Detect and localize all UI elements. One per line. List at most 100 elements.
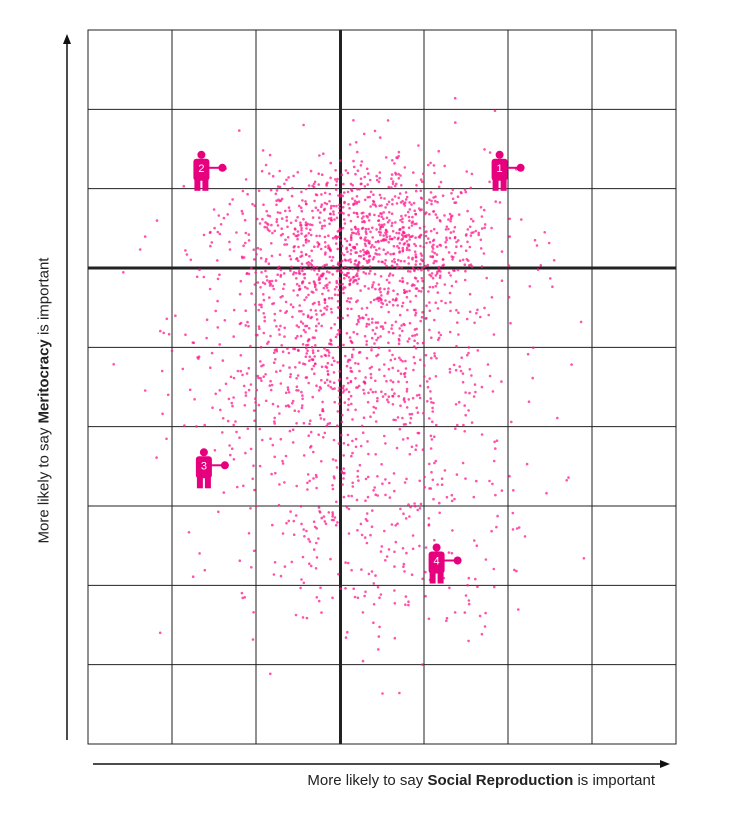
data-point bbox=[308, 479, 312, 483]
data-point bbox=[212, 208, 216, 211]
figure-leg-left bbox=[429, 571, 436, 584]
data-point bbox=[399, 404, 402, 408]
data-point bbox=[340, 173, 344, 177]
data-point bbox=[393, 260, 397, 264]
data-point bbox=[403, 375, 407, 379]
data-point bbox=[438, 501, 441, 505]
data-point bbox=[272, 351, 276, 355]
data-point bbox=[345, 274, 349, 278]
data-point bbox=[291, 186, 294, 190]
data-point bbox=[281, 532, 285, 535]
data-point bbox=[317, 322, 321, 325]
data-point bbox=[302, 313, 305, 316]
data-point bbox=[392, 252, 396, 255]
data-point bbox=[384, 228, 388, 232]
data-point bbox=[305, 529, 308, 533]
data-point bbox=[260, 169, 264, 173]
data-point bbox=[314, 283, 317, 287]
data-point bbox=[365, 306, 369, 310]
data-point bbox=[384, 321, 387, 325]
data-point bbox=[377, 219, 381, 222]
data-point bbox=[317, 303, 321, 306]
data-point bbox=[279, 382, 283, 385]
data-point bbox=[453, 497, 456, 501]
data-point bbox=[394, 320, 398, 324]
data-point bbox=[369, 230, 372, 234]
data-point bbox=[252, 464, 255, 468]
data-point bbox=[243, 596, 247, 599]
data-point bbox=[282, 364, 285, 367]
data-point bbox=[407, 256, 410, 259]
data-point bbox=[297, 245, 300, 249]
data-point bbox=[216, 299, 219, 303]
data-point bbox=[415, 184, 418, 187]
data-point bbox=[338, 331, 341, 334]
data-point bbox=[427, 517, 431, 520]
data-point bbox=[342, 182, 345, 186]
data-point bbox=[309, 564, 313, 568]
data-point bbox=[421, 279, 424, 283]
data-point bbox=[226, 419, 230, 423]
data-point bbox=[335, 216, 339, 220]
data-point bbox=[315, 234, 318, 238]
data-point bbox=[297, 325, 301, 329]
data-point bbox=[350, 494, 354, 498]
data-point bbox=[304, 221, 308, 224]
data-point bbox=[313, 336, 316, 340]
data-point bbox=[451, 258, 454, 261]
data-point bbox=[437, 149, 441, 153]
data-point bbox=[430, 202, 433, 206]
data-point bbox=[454, 280, 458, 283]
data-point bbox=[393, 258, 396, 261]
data-point bbox=[343, 265, 347, 269]
data-point bbox=[378, 176, 382, 180]
data-point bbox=[405, 246, 409, 249]
data-point bbox=[273, 312, 277, 316]
data-point bbox=[382, 217, 385, 221]
data-point bbox=[381, 302, 385, 306]
data-point bbox=[309, 446, 312, 449]
data-point bbox=[445, 616, 449, 620]
data-point bbox=[383, 262, 387, 265]
data-point bbox=[308, 355, 312, 359]
data-point bbox=[456, 268, 460, 272]
data-point bbox=[490, 529, 493, 533]
data-point bbox=[308, 281, 311, 285]
data-point bbox=[465, 258, 469, 261]
data-point bbox=[292, 519, 296, 523]
data-point bbox=[299, 320, 303, 324]
data-point bbox=[374, 574, 377, 577]
data-point bbox=[370, 336, 374, 340]
data-point bbox=[334, 169, 337, 172]
data-point bbox=[365, 259, 369, 263]
data-point bbox=[202, 233, 206, 237]
data-point bbox=[545, 491, 548, 495]
data-point bbox=[334, 242, 338, 245]
data-point bbox=[431, 255, 435, 258]
data-point bbox=[463, 611, 467, 614]
data-point bbox=[365, 512, 369, 515]
figure-hand bbox=[516, 163, 525, 172]
data-point bbox=[285, 178, 288, 182]
data-point bbox=[305, 352, 309, 355]
data-point bbox=[293, 347, 297, 351]
data-point bbox=[339, 195, 342, 198]
data-point bbox=[363, 250, 366, 254]
data-point bbox=[424, 317, 428, 320]
data-point bbox=[342, 454, 346, 457]
data-point bbox=[397, 380, 400, 384]
data-point bbox=[321, 409, 324, 413]
data-point bbox=[258, 222, 262, 225]
data-point bbox=[415, 333, 419, 336]
data-point bbox=[412, 355, 416, 359]
data-point bbox=[280, 227, 284, 230]
data-point bbox=[435, 231, 439, 235]
data-point bbox=[345, 506, 349, 509]
data-point bbox=[315, 313, 318, 316]
data-point bbox=[318, 281, 322, 285]
data-point bbox=[449, 219, 452, 223]
data-point bbox=[304, 324, 307, 328]
data-point bbox=[228, 248, 232, 251]
data-point bbox=[344, 354, 347, 358]
data-point bbox=[336, 521, 339, 524]
